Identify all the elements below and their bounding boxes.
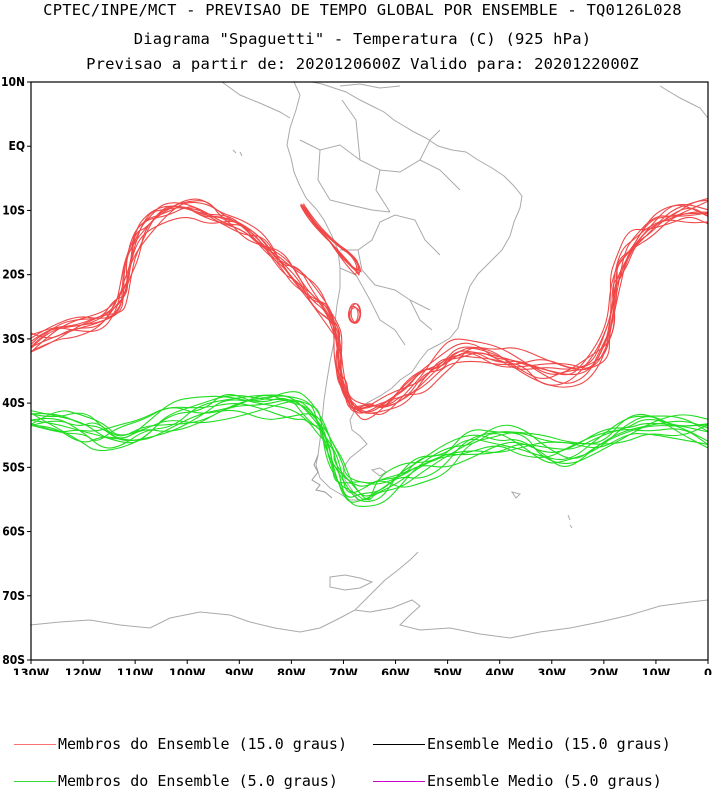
legend-swatch-red <box>14 744 56 745</box>
lat-tick-label: 10S <box>2 203 25 217</box>
legend-swatch-black <box>373 744 425 745</box>
legend-label-black-mean: Ensemble Medio (15.0 graus) <box>427 735 671 753</box>
legend-swatch-green <box>14 781 56 782</box>
lon-tick-label: 90W <box>225 666 254 675</box>
lat-tick-label: 80S <box>2 653 25 667</box>
lon-tick-label: 30W <box>537 666 566 675</box>
lat-tick-label: 30S <box>2 332 25 346</box>
lon-tick-label: 70W <box>329 666 358 675</box>
green-member-curve <box>30 394 709 485</box>
country-borders <box>299 99 461 346</box>
lat-tick-label: EQ <box>8 139 25 153</box>
lon-tick-label: 120W <box>65 666 102 675</box>
map-frame <box>30 81 709 661</box>
legend-label-red-members: Membros do Ensemble (15.0 graus) <box>58 735 347 753</box>
south-georgia <box>510 491 521 499</box>
green-member-curve <box>30 403 709 497</box>
lon-tick-label: 0 <box>704 666 712 675</box>
header-dates: Previsao a partir de: 2020120600Z Valido… <box>86 55 639 73</box>
green-member-curve <box>30 395 709 488</box>
lat-tick-label: 60S <box>2 525 25 539</box>
legend-item-magenta-mean: Ensemble Medio (5.0 graus) <box>373 772 662 790</box>
green-member-curve <box>30 400 709 503</box>
south-sandwich <box>567 514 573 529</box>
legend-label-green-members: Membros do Ensemble (5.0 graus) <box>58 772 338 790</box>
central-america-coast <box>221 81 709 119</box>
coastlines <box>29 81 709 639</box>
spaghetti-map: 10N EQ 10S 20S 30S 40S 50S 60S 70S 80S 130W 120W 11… <box>1 75 712 675</box>
latitude-axis: 10N EQ 10S 20S 30S 40S 50S 60S 70S 80S <box>1 75 31 667</box>
red-member-curve <box>30 204 709 409</box>
longitude-axis: 130W 120W 110W 100W 90W 80W 70W 60W 50W 40W 30W 20W… <box>13 660 712 675</box>
red-member-curve <box>30 200 709 421</box>
red-member-curve <box>30 199 709 409</box>
weddell-shelf <box>329 574 374 591</box>
red-member-curve <box>30 198 709 415</box>
legend-item-red-members: Membros do Ensemble (15.0 graus) <box>14 735 347 753</box>
legend-swatch-magenta <box>373 781 425 782</box>
lon-tick-label: 50W <box>433 666 462 675</box>
header-title: CPTEC/INPE/MCT - PREVISAO DE TEMPO GLOBA… <box>43 1 682 19</box>
legend-label-magenta-mean: Ensemble Medio (5.0 graus) <box>427 772 662 790</box>
red-ensemble-members <box>30 197 709 421</box>
red-member-curve <box>30 205 709 409</box>
red-member-curve <box>30 200 709 412</box>
legend-item-green-members: Membros do Ensemble (5.0 graus) <box>14 772 338 790</box>
chile-archipelago <box>311 454 333 499</box>
lon-tick-label: 20W <box>589 666 618 675</box>
lon-tick-label: 10W <box>642 666 671 675</box>
red-member-contour <box>349 307 361 324</box>
green-ensemble-members <box>30 391 709 507</box>
lat-tick-label: 10N <box>1 75 25 89</box>
lat-tick-label: 70S <box>2 589 25 603</box>
lon-tick-label: 60W <box>381 666 410 675</box>
red-member-curve <box>30 197 709 413</box>
lon-tick-label: 110W <box>117 666 154 675</box>
lat-tick-label: 20S <box>2 268 25 282</box>
lat-tick-label: 50S <box>2 460 25 474</box>
red-member-curve <box>30 212 709 407</box>
galapagos <box>232 149 243 157</box>
header-subtitle: Diagrama "Spaguetti" - Temperatura (C) (… <box>133 30 592 48</box>
red-member-curve <box>30 201 709 414</box>
lat-tick-label: 40S <box>2 396 25 410</box>
green-member-curve <box>30 391 709 498</box>
red-member-curve <box>303 204 359 271</box>
lon-tick-label: 100W <box>169 666 206 675</box>
green-member-curve <box>30 407 709 501</box>
green-member-curve <box>30 399 709 507</box>
antarctica-coast <box>29 551 709 639</box>
red-member-curve <box>303 203 359 273</box>
legend-item-black-mean: Ensemble Medio (15.0 graus) <box>373 735 671 753</box>
red-member-curve <box>30 204 709 410</box>
lon-tick-label: 130W <box>13 666 50 675</box>
red-member-curve <box>30 206 709 414</box>
lon-tick-label: 80W <box>277 666 306 675</box>
lon-tick-label: 40W <box>485 666 514 675</box>
